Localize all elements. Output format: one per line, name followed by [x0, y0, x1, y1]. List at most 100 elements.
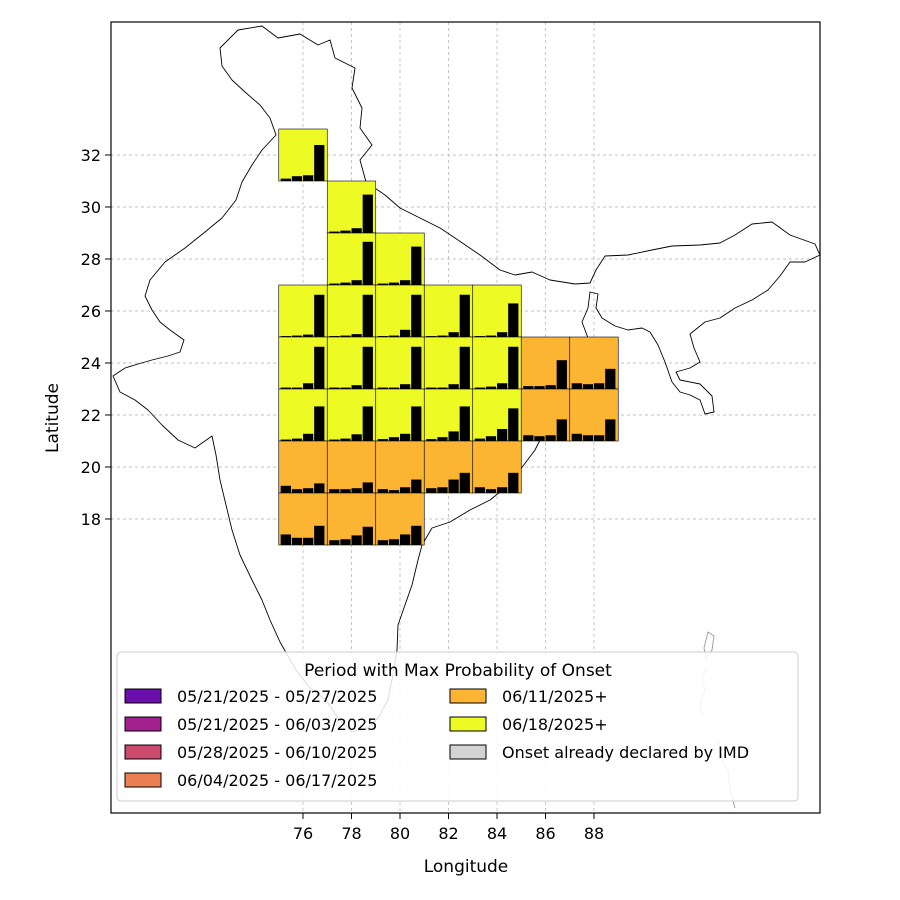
probability-bar: [545, 435, 556, 441]
probability-bar: [351, 280, 362, 285]
probability-bar: [459, 406, 470, 441]
forecast-cell: [472, 336, 522, 390]
probability-bar: [437, 387, 448, 389]
probability-bar: [411, 479, 422, 493]
x-tick-label-84: 84: [487, 824, 507, 843]
probability-bar: [351, 228, 362, 233]
probability-bar: [362, 194, 373, 233]
probability-bar: [303, 488, 314, 493]
legend-label: 06/04/2025 - 06/17/2025: [177, 771, 377, 790]
probability-bar: [571, 383, 582, 389]
probability-bar: [314, 525, 325, 545]
probability-bar: [485, 436, 497, 441]
india-mainland-outline: [112, 25, 821, 733]
forecast-cell: [326, 388, 377, 442]
probability-bar: [534, 386, 545, 389]
forecast-cell: [423, 388, 474, 442]
probability-bar: [523, 386, 534, 389]
probability-bar: [448, 332, 459, 337]
probability-bar: [426, 439, 437, 441]
probability-bar: [291, 335, 303, 337]
forecast-cell: [569, 336, 619, 390]
forecast-cell: [520, 388, 571, 442]
probability-bar: [448, 384, 459, 389]
probability-bar: [459, 294, 470, 337]
probability-bar: [280, 439, 291, 441]
probability-bar: [329, 489, 340, 493]
probability-bar: [426, 336, 437, 337]
probability-bar: [388, 437, 400, 441]
probability-bar: [594, 435, 605, 441]
probability-bar: [474, 487, 485, 493]
probability-bar: [329, 439, 340, 441]
probability-bar: [280, 178, 291, 181]
probability-bar: [377, 439, 388, 441]
probability-bar: [303, 383, 314, 389]
probability-bar: [556, 419, 567, 441]
probability-bar: [377, 283, 388, 285]
forecast-cell: [472, 284, 522, 338]
x-tick-label-80: 80: [390, 824, 410, 843]
probability-bar: [329, 387, 340, 389]
forecast-cell: [423, 284, 474, 338]
probability-bar: [411, 525, 422, 545]
legend-title: Period with Max Probability of Onset: [304, 661, 612, 681]
forecast-cell: [375, 492, 425, 546]
legend-label: 05/28/2025 - 06/10/2025: [177, 743, 377, 762]
legend-swatch: [124, 772, 162, 788]
probability-bar: [411, 294, 422, 337]
legend-label: 05/21/2025 - 06/03/2025: [177, 715, 377, 734]
probability-bar: [351, 434, 362, 441]
probability-bar: [448, 431, 459, 441]
forecast-cell: [326, 232, 377, 286]
probability-bar: [400, 329, 411, 337]
legend-swatch: [124, 716, 162, 732]
axes-frame: [110, 21, 821, 814]
probability-bar: [400, 384, 411, 389]
forecast-cells: [278, 128, 619, 546]
probability-bar: [400, 433, 411, 441]
forecast-cell: [326, 440, 377, 494]
probability-bar: [497, 487, 508, 493]
probability-bar: [329, 283, 340, 285]
probability-bar: [400, 534, 411, 545]
probability-bar: [280, 485, 291, 493]
probability-bar: [314, 145, 325, 181]
legend-swatch: [449, 744, 487, 760]
forecast-cell: [423, 336, 474, 390]
y-tick-label-26: 26: [81, 302, 101, 321]
probability-bar: [303, 433, 314, 441]
probability-bar: [437, 335, 448, 337]
probability-bar: [485, 489, 497, 493]
probability-bar: [508, 303, 519, 337]
forecast-cell: [326, 336, 377, 390]
probability-bar: [594, 383, 605, 389]
forecast-cell: [472, 388, 522, 442]
probability-bar: [411, 346, 422, 389]
probability-bar: [329, 336, 340, 337]
probability-bar: [351, 535, 362, 545]
probability-bar: [377, 540, 388, 545]
y-tick-label-32: 32: [81, 146, 101, 165]
forecast-cell: [278, 284, 328, 338]
probability-bar: [280, 387, 291, 389]
probability-bar: [388, 387, 400, 389]
probability-bar: [582, 384, 594, 389]
forecast-cell: [278, 492, 328, 546]
probability-bar: [388, 539, 400, 545]
probability-bar: [362, 241, 373, 285]
probability-bar: [388, 335, 400, 337]
probability-bar: [280, 534, 291, 545]
probability-bar: [362, 482, 373, 493]
probability-bar: [534, 436, 545, 441]
probability-bar: [329, 231, 340, 233]
y-axis-title: Latitude: [43, 383, 63, 453]
probability-bar: [377, 489, 388, 493]
forecast-cell: [278, 128, 328, 182]
probability-bar: [508, 346, 519, 389]
probability-bar: [474, 336, 485, 337]
legend-entries: 05/21/2025 - 05/27/2025 05/21/2025 - 06/0…: [124, 687, 749, 790]
probability-bar: [411, 406, 422, 441]
probability-bar: [340, 282, 351, 285]
probability-bar: [314, 483, 325, 493]
